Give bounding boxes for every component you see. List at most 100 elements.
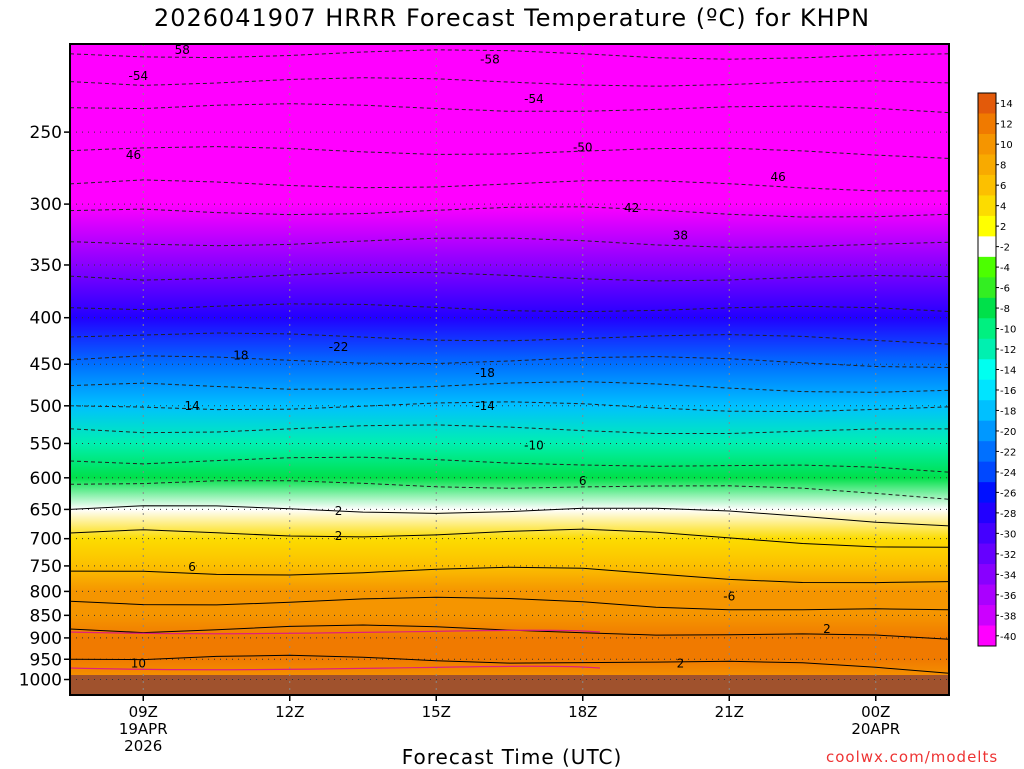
colorbar-label: 2	[1000, 222, 1006, 233]
contour-lines	[70, 49, 949, 674]
y-tick-label: 700	[30, 530, 62, 550]
contour-label: 46	[770, 170, 785, 184]
x-tick-label: 21Z	[715, 703, 744, 721]
y-tick-label: 850	[30, 606, 62, 626]
colorbar-swatch	[978, 174, 996, 196]
zero-contour-line	[70, 629, 601, 635]
colorbar-swatch	[978, 605, 996, 627]
colorbar-swatch	[978, 215, 996, 237]
y-tick-label: 650	[30, 500, 62, 520]
credit-link[interactable]: coolwx.com/modelts	[826, 748, 999, 766]
colorbar-swatch	[978, 359, 996, 381]
x-tick-label: 2026	[124, 737, 162, 755]
contour-label: 14	[184, 399, 199, 413]
colorbar-label: -28	[1000, 509, 1016, 520]
contour-label: -6	[723, 589, 735, 603]
colorbar-label: -22	[1000, 447, 1016, 458]
colorbar-swatch	[978, 420, 996, 442]
colorbar-label: 4	[1000, 202, 1006, 213]
contour-label: -14	[475, 399, 495, 413]
x-axis-label: Forecast Time (UTC)	[401, 745, 623, 769]
contour-label: 58	[175, 43, 190, 57]
y-tick-label: 800	[30, 582, 62, 602]
colorbar-label: -8	[1000, 304, 1010, 315]
contour-line	[70, 505, 949, 527]
contour-label: 10	[131, 656, 146, 670]
contour-label: 18	[233, 348, 248, 362]
contour-label: 42	[624, 201, 639, 215]
colorbar-label: -26	[1000, 488, 1016, 499]
y-tick-label: 950	[30, 650, 62, 670]
colorbar-label: -38	[1000, 611, 1016, 622]
colorbar-label: 12	[1000, 120, 1013, 131]
colorbar-label: 14	[1000, 99, 1013, 110]
grid-lines	[70, 44, 949, 695]
contour-label: -22	[329, 340, 349, 354]
colorbar-label: -6	[1000, 284, 1010, 295]
ground-surface	[70, 675, 949, 695]
contour-label: -58	[480, 52, 500, 66]
x-tick-label: 19APR	[119, 720, 168, 738]
x-tick-label: 15Z	[422, 703, 451, 721]
colorbar-label: -18	[1000, 406, 1016, 417]
y-tick-label: 1000	[19, 671, 62, 691]
y-tick-label: 750	[30, 557, 62, 577]
colorbar: 14 12 10 8 6 4 2 -2 -4 -6 -8 -10 -12 -14 -16 -18 -20 -22 -…	[977, 92, 1016, 647]
contour-line	[70, 596, 949, 611]
y-tick-label: 350	[30, 256, 62, 276]
colorbar-label: 10	[1000, 140, 1013, 151]
y-tick-label: 300	[30, 195, 62, 215]
contour-label: 46	[126, 148, 141, 162]
contour-label: -10	[524, 439, 544, 453]
colorbar-label: -4	[1000, 263, 1010, 274]
x-tick-label: 12Z	[275, 703, 304, 721]
colorbar-swatch	[978, 482, 996, 504]
chart-title: 2026041907 HRRR Forecast Temperature (ºC…	[153, 4, 871, 32]
colorbar-swatch	[978, 318, 996, 340]
colorbar-swatch	[978, 256, 996, 278]
contour-line	[70, 654, 949, 674]
colorbar-swatch	[978, 564, 996, 586]
y-axis: 250 300 350 400 450 500 550 600 650 700 750 800 850 9…	[19, 123, 70, 691]
contour-label: 38	[673, 229, 688, 243]
x-tick-label: 00Z	[861, 703, 890, 721]
contour-label: 2	[677, 656, 685, 670]
colorbar-label: -30	[1000, 529, 1016, 540]
y-tick-label: 500	[30, 397, 62, 417]
contour-label: -50	[573, 141, 593, 155]
colorbar-label: -34	[1000, 570, 1016, 581]
x-tick-label: 09Z	[129, 703, 158, 721]
zero-contour-line	[70, 665, 601, 671]
contour-label: 2	[823, 622, 831, 636]
contour-label: -54	[129, 69, 149, 83]
colorbar-swatch	[978, 584, 996, 606]
colorbar-label: -16	[1000, 386, 1016, 397]
colorbar-swatch	[978, 236, 996, 258]
colorbar-swatch	[978, 93, 996, 114]
colorbar-swatch	[978, 277, 996, 299]
colorbar-swatch	[978, 113, 996, 135]
colorbar-label: -40	[1000, 632, 1016, 643]
colorbar-swatch	[978, 543, 996, 565]
x-tick-label: 20APR	[851, 720, 900, 738]
colorbar-label: 8	[1000, 161, 1006, 172]
colorbar-swatch	[978, 133, 996, 155]
y-tick-label: 600	[30, 469, 62, 489]
colorbar-label: -2	[1000, 243, 1010, 254]
contour-label: 2	[335, 504, 343, 518]
colorbar-label: -36	[1000, 591, 1016, 602]
y-tick-label: 550	[30, 434, 62, 454]
colorbar-label: -32	[1000, 550, 1016, 561]
colorbar-swatch	[978, 195, 996, 217]
y-tick-label: 400	[30, 309, 62, 329]
colorbar-swatch	[978, 400, 996, 422]
y-tick-label: 450	[30, 355, 62, 375]
contour-label: 2	[335, 529, 343, 543]
contour-label: 6	[579, 474, 587, 488]
contour-label: -18	[475, 366, 495, 380]
colorbar-swatch	[978, 297, 996, 319]
colorbar-label: -20	[1000, 427, 1016, 438]
colorbar-label: -24	[1000, 468, 1016, 479]
